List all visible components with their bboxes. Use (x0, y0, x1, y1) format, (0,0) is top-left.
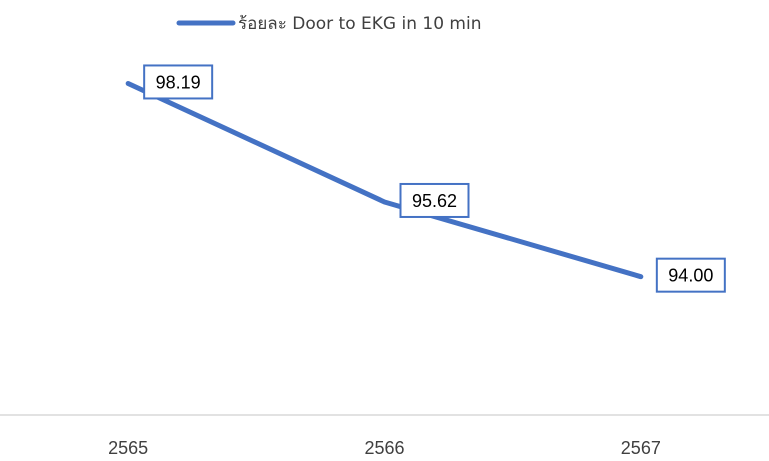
series-line (125, 80, 644, 280)
data-label-value: 95.62 (412, 191, 457, 211)
x-tick-label: 2567 (621, 438, 661, 458)
data-label-box (655, 257, 726, 293)
data-labels: 98.19 95.62 94.00 (143, 64, 726, 293)
chart-legend: ร้อยละ Door to EKG in 10 min (176, 14, 481, 34)
series-lines (125, 80, 644, 280)
data-label: 94.00 (655, 257, 726, 293)
data-label-value: 94.00 (668, 266, 713, 286)
data-label: 98.19 (143, 64, 214, 100)
x-axis-ticks: 2565 2566 2567 (108, 438, 661, 458)
data-label-box (143, 64, 214, 100)
data-label: 95.62 (399, 182, 470, 218)
legend-label: ร้อยละ Door to EKG in 10 min (238, 14, 481, 34)
data-label-box (399, 182, 470, 218)
data-label-value: 98.19 (156, 72, 201, 92)
x-tick-label: 2565 (108, 438, 148, 458)
x-tick-label: 2566 (364, 438, 404, 458)
